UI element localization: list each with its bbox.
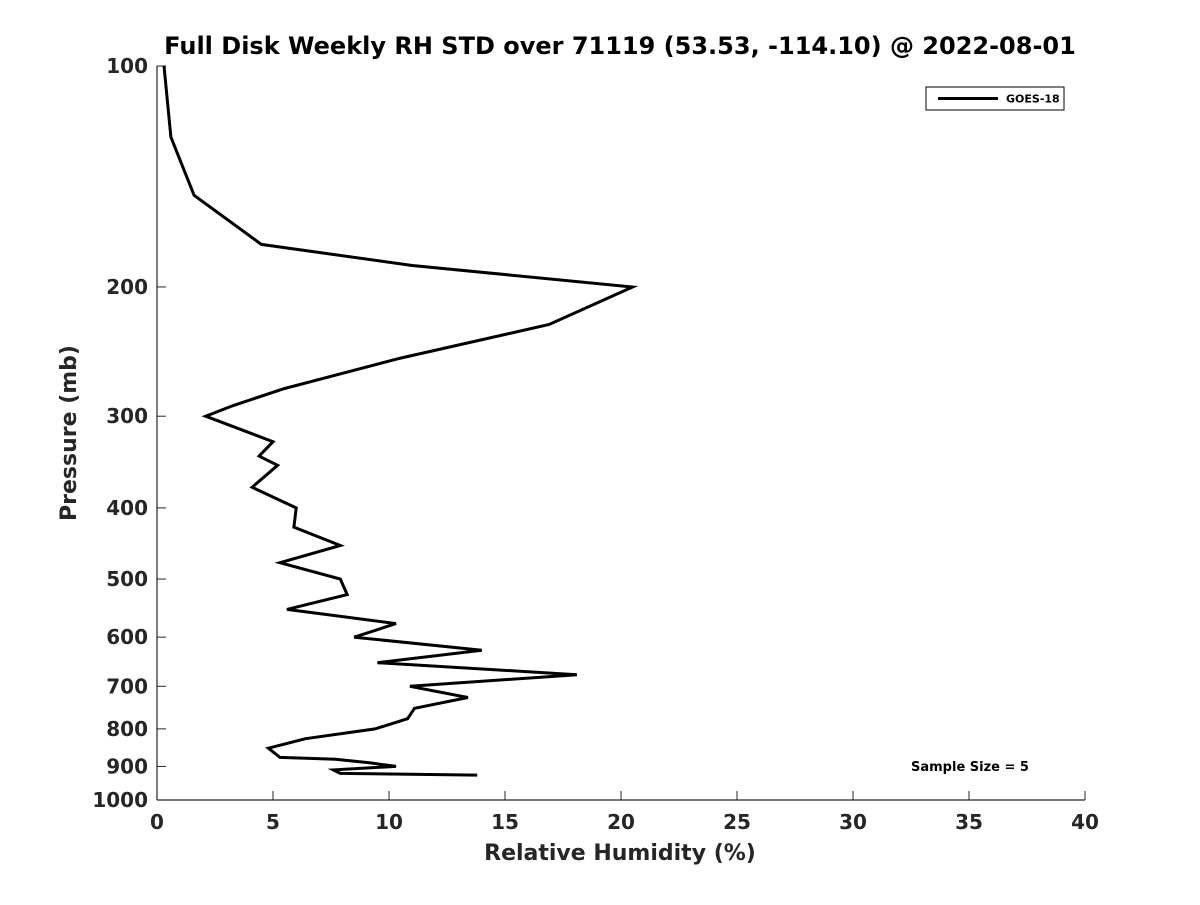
plot-axes (156, 66, 1085, 801)
sample-size-annotation: Sample Size = 5 (911, 760, 1029, 775)
y-axis-label: Pressure (mb) (57, 345, 82, 521)
y-tick-label: 200 (106, 275, 148, 299)
x-tick-label: 5 (266, 810, 280, 834)
y-tick-label: 800 (106, 717, 148, 741)
y-tick-label: 100 (106, 54, 148, 78)
x-axis-ticks: 0 5 10 15 20 25 30 35 40 (150, 791, 1099, 834)
x-tick-label: 40 (1071, 810, 1099, 834)
x-tick-label: 0 (150, 810, 164, 834)
legend: GOES-18 (925, 86, 1065, 111)
y-tick-label: 900 (106, 754, 148, 778)
x-tick-label: 10 (375, 810, 403, 834)
y-tick-label: 1000 (92, 788, 148, 812)
x-axis-label: Relative Humidity (%) (484, 841, 756, 866)
x-tick-label: 15 (491, 810, 519, 834)
y-tick-label: 700 (106, 674, 148, 698)
chart-title: Full Disk Weekly RH STD over 71119 (53.5… (164, 32, 1076, 60)
legend-entry-goes-18: GOES-18 (1006, 93, 1060, 106)
x-tick-label: 35 (955, 810, 983, 834)
y-tick-label: 300 (106, 404, 148, 428)
y-tick-label: 400 (106, 496, 148, 520)
y-axis-ticks: 100 200 300 400 500 600 700 800 900 1000 (92, 54, 166, 812)
y-tick-label: 600 (106, 625, 148, 649)
y-tick-label: 500 (106, 567, 148, 591)
x-tick-label: 30 (839, 810, 867, 834)
x-tick-label: 20 (607, 810, 635, 834)
series-line-goes-18 (162, 65, 639, 777)
x-tick-label: 25 (723, 810, 751, 834)
series-lines (162, 65, 639, 777)
